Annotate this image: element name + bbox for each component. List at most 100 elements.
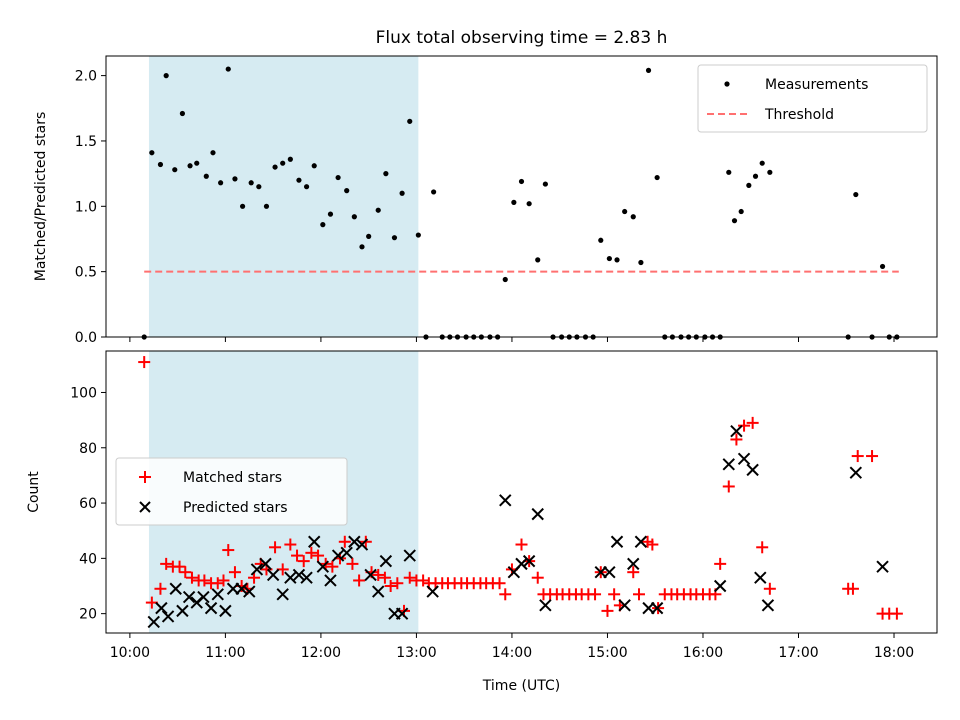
- measurement-point: [187, 163, 193, 169]
- measurement-point: [399, 190, 405, 196]
- top-axes-frame: [105, 55, 938, 338]
- measurement-point: [767, 169, 773, 175]
- measurement-point: [535, 257, 541, 263]
- measurement-point: [738, 208, 744, 215]
- predicted-star-point: [395, 607, 409, 620]
- predicted-star-point: [618, 599, 631, 612]
- measurement-point: [256, 184, 262, 190]
- predicted-star-point: [355, 538, 369, 551]
- predicted-star-point: [876, 560, 889, 573]
- predicted-star-point: [292, 568, 306, 582]
- measurement-point: [218, 180, 224, 186]
- measurement-point: [272, 164, 278, 170]
- measurement-point: [622, 208, 628, 215]
- measurement-point: [335, 174, 341, 181]
- measurement-point: [598, 237, 604, 243]
- measurement-point: [210, 150, 216, 156]
- bottom-x-ticks: 10:00 11:00 12:00 13:00 14:00 15:00 16:00 17:00…: [110, 633, 914, 661]
- matched-star-point: [722, 480, 735, 493]
- bottom-legend: Matched stars Predicted stars: [115, 457, 348, 526]
- matched-star-point: [763, 582, 776, 595]
- measurement-point: [203, 173, 209, 179]
- matched-star-point: [185, 571, 198, 584]
- measurement-point: [391, 235, 398, 241]
- predicted-star-point: [161, 610, 175, 623]
- x-tick-label: 17:00: [778, 645, 818, 661]
- top-highlight-span: [148, 56, 419, 337]
- chart-title: Flux total observing time = 2.83 h: [376, 28, 668, 48]
- predicted-star-point: [603, 565, 616, 579]
- measurement-point: [606, 255, 612, 262]
- matched-star-point: [269, 541, 282, 554]
- measurement-point: [296, 177, 302, 183]
- predicted-star-point: [176, 604, 189, 618]
- predicted-star-point: [235, 582, 248, 595]
- y-tick-label: 0.0: [75, 330, 97, 346]
- bottom-count-points: [138, 356, 903, 629]
- measurement-point: [239, 203, 246, 209]
- matched-star-point: [403, 571, 416, 584]
- measurement-point: [344, 188, 350, 194]
- matched-star-point: [217, 574, 230, 587]
- measurement-point: [407, 118, 413, 124]
- predicted-star-point: [761, 599, 775, 612]
- measurement-point: [415, 232, 421, 238]
- measurement-point: [746, 182, 752, 188]
- measurement-point: [263, 203, 270, 209]
- predicted-star-point: [713, 579, 727, 593]
- bottom-y-ticks: 20 40 60 80 100: [70, 385, 106, 623]
- measurement-point: [163, 73, 169, 79]
- measurement-point: [752, 173, 759, 179]
- predicted-star-point: [650, 601, 664, 615]
- measurement-point: [172, 167, 178, 173]
- matched-star-point: [646, 538, 659, 551]
- matched-star-point: [493, 577, 506, 590]
- matched-star-point: [138, 356, 151, 369]
- predicted-star-point: [515, 557, 528, 571]
- predicted-star-point: [324, 574, 337, 587]
- measurement-point: [359, 244, 365, 250]
- top-x-ticks: [129, 337, 895, 342]
- measurement-point: [287, 156, 293, 162]
- matched-star-point: [851, 450, 864, 463]
- matched-star-point: [589, 588, 602, 601]
- legend-threshold-label: Threshold: [764, 107, 834, 123]
- measurement-point: [431, 189, 437, 195]
- x-tick-label: 16:00: [683, 645, 723, 661]
- x-tick-label: 11:00: [205, 645, 245, 661]
- measurement-point: [759, 160, 765, 166]
- matched-star-point: [378, 571, 391, 584]
- matched-star-point: [417, 574, 430, 587]
- matched-star-point: [291, 549, 304, 562]
- y-tick-label: 2.0: [75, 69, 97, 85]
- predicted-star-point: [522, 554, 536, 568]
- legend-predicted-label: Predicted stars: [183, 500, 288, 516]
- measurement-point: [320, 222, 326, 228]
- matched-star-point: [515, 538, 528, 551]
- matched-star-point: [866, 450, 879, 463]
- x-tick-label: 10:00: [110, 645, 150, 661]
- matched-star-point: [601, 604, 614, 617]
- x-tick-label: 15:00: [587, 645, 627, 661]
- predicted-star-point: [379, 554, 393, 568]
- y-tick-label: 60: [79, 496, 97, 512]
- predicted-star-point: [259, 557, 272, 571]
- measurement-point: [311, 163, 317, 169]
- measurement-point: [638, 259, 644, 266]
- measurement-point: [351, 214, 357, 220]
- matched-star-point: [353, 574, 366, 587]
- predicted-star-point: [426, 585, 439, 598]
- matched-star-point: [284, 538, 297, 551]
- measurement-point: [375, 207, 381, 213]
- predicted-star-point: [634, 535, 648, 548]
- measurement-point: [654, 174, 660, 181]
- measurement-point: [303, 184, 310, 190]
- x-tick-label: 13:00: [396, 645, 436, 661]
- measurement-point: [542, 181, 548, 187]
- matched-star-point: [756, 541, 769, 554]
- matched-star-point: [222, 544, 235, 557]
- measurement-point: [726, 169, 732, 175]
- legend-predicted-marker: [139, 501, 151, 513]
- measurement-point: [327, 211, 334, 217]
- matched-star-point: [391, 577, 404, 590]
